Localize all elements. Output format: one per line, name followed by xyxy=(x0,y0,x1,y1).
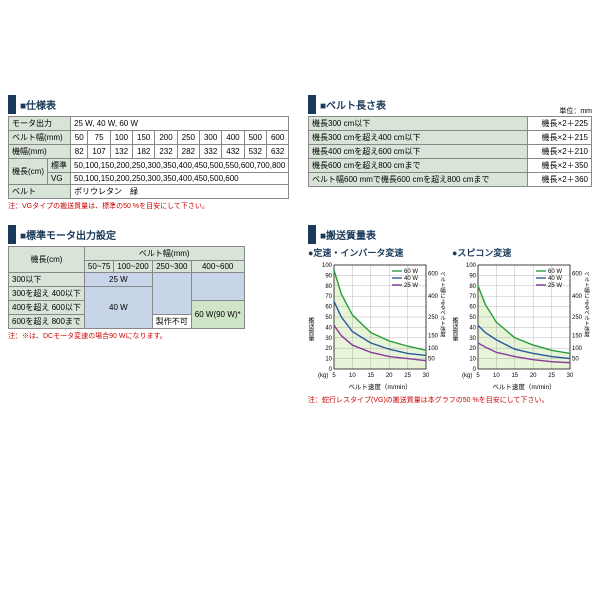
length-unit: 単位：mm xyxy=(559,106,592,116)
svg-text:100: 100 xyxy=(466,263,477,269)
svg-text:ベルト速度（m/min）: ベルト速度（m/min） xyxy=(348,382,411,391)
svg-text:90: 90 xyxy=(325,273,332,279)
svg-text:600: 600 xyxy=(428,271,439,277)
svg-text:10: 10 xyxy=(325,357,332,363)
svg-text:40: 40 xyxy=(325,325,332,331)
svg-text:50: 50 xyxy=(469,315,476,321)
svg-text:搬送質量: 搬送質量 xyxy=(452,316,458,342)
svg-text:150: 150 xyxy=(572,334,583,340)
svg-text:30: 30 xyxy=(423,373,430,379)
svg-text:ベルト速度（m/min）: ベルト速度（m/min） xyxy=(492,382,555,391)
motor-title: ■標準モータ出力設定 xyxy=(8,225,298,244)
svg-text:60 W: 60 W xyxy=(404,269,418,275)
svg-text:250: 250 xyxy=(572,315,583,321)
svg-text:25 W: 25 W xyxy=(548,283,562,289)
svg-text:(kg): (kg) xyxy=(318,373,328,379)
svg-text:25: 25 xyxy=(548,373,555,379)
svg-text:(kg): (kg) xyxy=(462,373,472,379)
chart2-title: ●スピコン変速 xyxy=(452,246,592,259)
spec-note: 注：VGタイプの搬送質量は、標準の50 %を目安にして下さい。 xyxy=(8,201,298,211)
svg-text:40: 40 xyxy=(469,325,476,331)
spec-table: モータ出力25 W, 40 W, 60 Wベルト幅(mm)50751001502… xyxy=(8,116,289,199)
svg-text:400: 400 xyxy=(572,294,583,300)
svg-text:70: 70 xyxy=(325,294,332,300)
svg-text:60: 60 xyxy=(469,305,476,311)
capacity-title: ■搬送質量表 xyxy=(308,225,592,244)
length-title: ■ベルト長さ表 xyxy=(308,95,390,114)
svg-text:30: 30 xyxy=(567,373,574,379)
svg-text:20: 20 xyxy=(530,373,537,379)
svg-text:10: 10 xyxy=(469,357,476,363)
svg-text:30: 30 xyxy=(325,336,332,342)
svg-text:150: 150 xyxy=(428,334,439,340)
svg-text:搬送質量: 搬送質量 xyxy=(308,316,314,342)
svg-text:5: 5 xyxy=(476,373,480,379)
spec-title: ■仕様表 xyxy=(8,95,298,114)
length-table: 機長300 cm以下機長×2＋225機長300 cmを超え400 cm以下機長×… xyxy=(308,116,592,187)
svg-text:20: 20 xyxy=(469,346,476,352)
svg-text:ベルト幅によるベルト強度: ベルト幅によるベルト強度 xyxy=(583,271,590,339)
svg-text:ベルト幅によるベルト強度: ベルト幅によるベルト強度 xyxy=(439,271,446,339)
svg-text:50: 50 xyxy=(325,315,332,321)
svg-text:250: 250 xyxy=(428,315,439,321)
svg-text:80: 80 xyxy=(325,284,332,290)
motor-table: 機長(cm)ベルト幅(mm)50~75100~200250~300400~600… xyxy=(8,246,245,329)
svg-text:25: 25 xyxy=(404,373,411,379)
svg-text:5: 5 xyxy=(332,373,336,379)
svg-text:15: 15 xyxy=(511,373,518,379)
svg-text:100: 100 xyxy=(428,346,439,352)
svg-text:40 W: 40 W xyxy=(548,276,562,282)
svg-text:10: 10 xyxy=(493,373,500,379)
svg-text:600: 600 xyxy=(572,271,583,277)
svg-text:50: 50 xyxy=(572,357,579,363)
chart-1: 0102030405060708090100510152025305010015… xyxy=(308,261,448,391)
svg-text:20: 20 xyxy=(325,346,332,352)
svg-text:70: 70 xyxy=(469,294,476,300)
svg-text:400: 400 xyxy=(428,294,439,300)
svg-text:100: 100 xyxy=(572,346,583,352)
svg-text:90: 90 xyxy=(469,273,476,279)
svg-text:100: 100 xyxy=(322,263,333,269)
svg-text:80: 80 xyxy=(469,284,476,290)
capacity-note: 注：蛇行レスタイプ(VG)の搬送質量は本グラフの50 %を目安にして下さい。 xyxy=(308,395,592,405)
svg-text:30: 30 xyxy=(469,336,476,342)
chart-2: 0102030405060708090100510152025305010015… xyxy=(452,261,592,391)
svg-text:60: 60 xyxy=(325,305,332,311)
svg-text:60 W: 60 W xyxy=(548,269,562,275)
svg-text:40 W: 40 W xyxy=(404,276,418,282)
svg-text:15: 15 xyxy=(367,373,374,379)
svg-text:10: 10 xyxy=(349,373,356,379)
svg-text:25 W: 25 W xyxy=(404,283,418,289)
svg-text:20: 20 xyxy=(386,373,393,379)
chart1-title: ●定速・インバータ変速 xyxy=(308,246,448,259)
motor-note: 注：※は、DCモータ変速の場合90 Wになります。 xyxy=(8,331,298,341)
svg-text:50: 50 xyxy=(428,357,435,363)
